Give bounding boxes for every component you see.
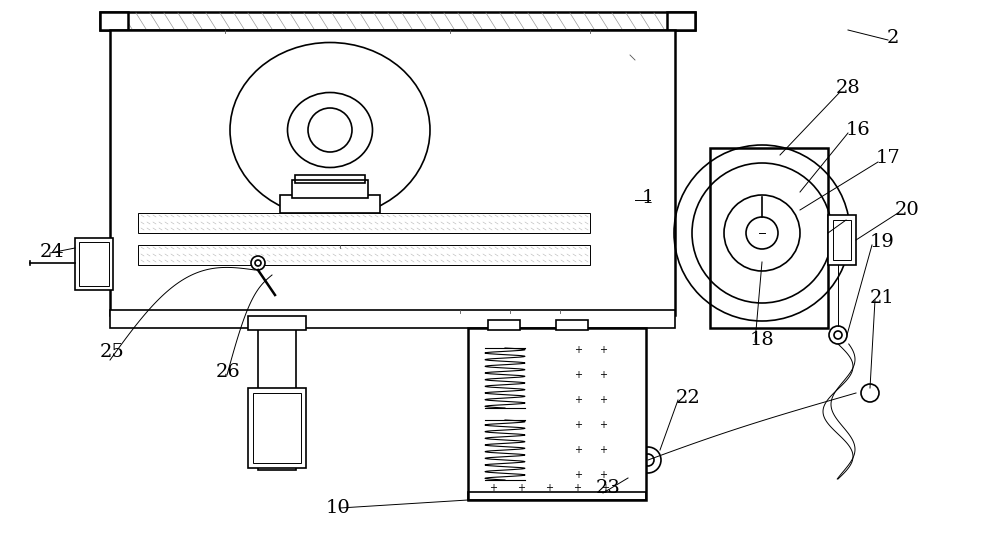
Text: +: +: [599, 395, 607, 405]
Bar: [100, 12, 128, 30]
Text: 1: 1: [642, 189, 654, 207]
Text: 2: 2: [887, 29, 899, 47]
Bar: [138, 245, 590, 265]
Bar: [833, 220, 851, 260]
Bar: [258, 328, 296, 470]
Circle shape: [635, 447, 661, 473]
Circle shape: [861, 384, 879, 402]
Text: 22: 22: [676, 389, 700, 407]
Bar: [110, 310, 675, 328]
Bar: [248, 388, 306, 468]
Bar: [110, 30, 675, 315]
Text: +: +: [599, 420, 607, 430]
Circle shape: [255, 260, 261, 266]
Text: +: +: [573, 483, 581, 493]
Text: 17: 17: [876, 149, 900, 167]
Circle shape: [746, 217, 778, 249]
Text: +: +: [574, 370, 582, 380]
Text: +: +: [599, 370, 607, 380]
Bar: [280, 195, 380, 213]
Bar: [79, 242, 109, 286]
Text: +: +: [545, 483, 553, 493]
Text: +: +: [489, 483, 497, 493]
Text: +: +: [601, 483, 609, 493]
Bar: [468, 328, 646, 500]
Text: +: +: [574, 345, 582, 355]
Bar: [295, 175, 365, 183]
Bar: [667, 12, 695, 30]
Text: 10: 10: [326, 499, 350, 517]
Bar: [75, 238, 113, 290]
Text: +: +: [517, 483, 525, 493]
Circle shape: [642, 454, 654, 466]
Text: 26: 26: [216, 363, 240, 381]
Bar: [292, 180, 368, 198]
Bar: [556, 320, 588, 330]
Text: 23: 23: [596, 479, 620, 497]
Text: 18: 18: [750, 331, 774, 349]
Bar: [488, 320, 520, 330]
Circle shape: [251, 256, 265, 270]
Bar: [468, 492, 646, 500]
Text: +: +: [599, 345, 607, 355]
Bar: [253, 393, 301, 463]
Circle shape: [834, 331, 842, 339]
Text: 19: 19: [870, 233, 894, 251]
Text: 28: 28: [836, 79, 860, 97]
Text: +: +: [574, 470, 582, 480]
Text: +: +: [574, 395, 582, 405]
Bar: [710, 148, 828, 328]
Text: +: +: [599, 470, 607, 480]
Text: +: +: [574, 445, 582, 455]
Text: 25: 25: [100, 343, 124, 361]
Text: 20: 20: [895, 201, 919, 219]
Text: 24: 24: [40, 243, 64, 261]
Bar: [828, 215, 856, 265]
Bar: [100, 12, 695, 30]
Text: 21: 21: [870, 289, 894, 307]
Text: 16: 16: [846, 121, 870, 139]
Bar: [248, 316, 306, 330]
Circle shape: [829, 326, 847, 344]
Text: +: +: [574, 420, 582, 430]
Text: +: +: [599, 445, 607, 455]
Bar: [138, 213, 590, 233]
